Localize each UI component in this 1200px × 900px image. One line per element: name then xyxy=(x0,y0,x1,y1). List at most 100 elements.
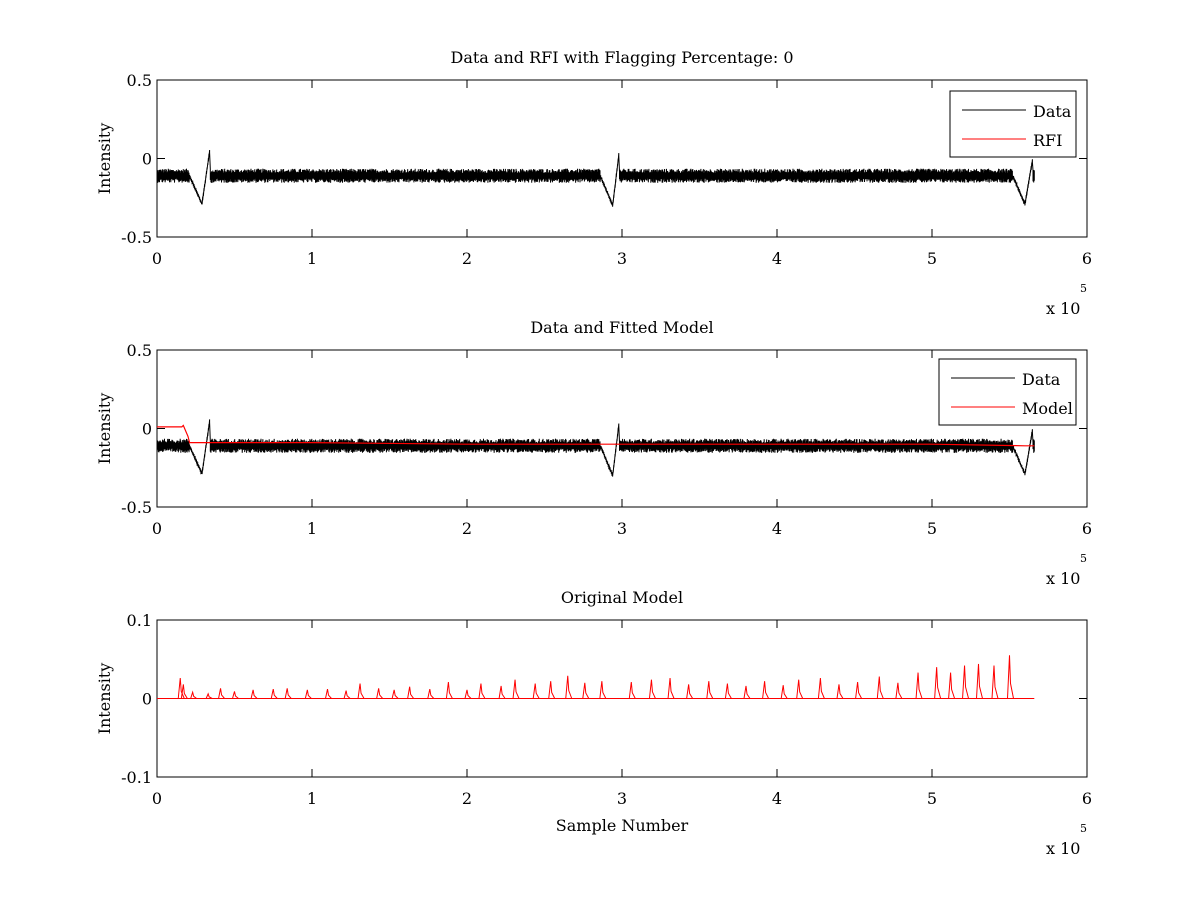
spike xyxy=(686,684,694,699)
spike xyxy=(205,692,213,699)
spike xyxy=(876,676,884,699)
spike xyxy=(304,689,312,699)
series-model-line xyxy=(157,424,1035,447)
spike xyxy=(991,665,999,699)
spike xyxy=(232,691,239,699)
x-tick-label: 2 xyxy=(462,249,472,268)
x-tick-label: 3 xyxy=(617,519,627,538)
x-multiplier-exponent: 5 xyxy=(1080,822,1087,835)
spike xyxy=(407,686,415,699)
y-tick-label: 0 xyxy=(142,150,152,169)
x-multiplier-exponent: 5 xyxy=(1080,552,1087,565)
spike xyxy=(250,689,258,699)
spike xyxy=(724,683,732,699)
x-tick-label: 5 xyxy=(927,249,937,268)
spike xyxy=(180,684,188,699)
x-tick-label: 3 xyxy=(617,789,627,808)
spike xyxy=(948,672,956,699)
spike xyxy=(565,675,573,699)
x-tick-label: 4 xyxy=(772,249,782,268)
x-tick-label: 2 xyxy=(462,519,472,538)
y-axis-label: Intensity xyxy=(95,123,114,195)
x-tick-label: 0 xyxy=(152,789,162,808)
x-multiplier: x 10 xyxy=(1046,839,1080,858)
spike xyxy=(648,679,656,699)
spike xyxy=(780,685,788,699)
x-tick-label: 3 xyxy=(617,249,627,268)
legend-box xyxy=(949,90,1077,158)
spike xyxy=(895,682,903,699)
y-tick-label: -0.5 xyxy=(121,498,152,517)
spike xyxy=(817,678,825,699)
panel-title: Data and RFI with Flagging Percentage: 0 xyxy=(450,48,793,67)
x-multiplier: x 10 xyxy=(1046,569,1080,588)
x-tick-label: 4 xyxy=(772,519,782,538)
y-tick-label: 0.5 xyxy=(127,341,152,360)
y-axis-label: Intensity xyxy=(95,663,114,735)
spike xyxy=(357,683,365,699)
spike xyxy=(391,689,399,699)
spike xyxy=(855,681,863,699)
spike xyxy=(270,688,278,699)
spike xyxy=(190,690,197,699)
y-tick-label: -0.5 xyxy=(121,228,152,247)
spike xyxy=(976,663,983,699)
spike xyxy=(512,679,520,699)
x-tick-label: 0 xyxy=(152,519,162,538)
spike xyxy=(796,679,804,699)
y-axis-label: Intensity xyxy=(95,393,114,465)
panel-title: Data and Fitted Model xyxy=(530,318,713,337)
x-tick-label: 1 xyxy=(307,789,317,808)
axes-frame xyxy=(156,79,1088,238)
legend-label-model: Model xyxy=(1022,399,1073,418)
x-tick-label: 6 xyxy=(1082,519,1092,538)
y-tick-label: 0.5 xyxy=(127,71,152,90)
x-tick-label: 6 xyxy=(1082,789,1092,808)
spike xyxy=(628,681,636,699)
spike xyxy=(582,682,590,699)
legend: Data Model xyxy=(938,358,1077,426)
x-tick-label: 5 xyxy=(927,789,937,808)
y-tick-label: 0 xyxy=(142,420,152,439)
series-data-line xyxy=(156,419,1035,477)
legend-label-data: Data xyxy=(1033,102,1072,121)
spike xyxy=(376,688,384,699)
spike xyxy=(934,667,942,699)
spike xyxy=(532,683,540,699)
spike xyxy=(343,690,351,699)
y-tick-label: -0.1 xyxy=(121,768,152,787)
panel-title: Original Model xyxy=(561,588,683,607)
x-tick-label: 4 xyxy=(772,789,782,808)
x-tick-label: 1 xyxy=(307,249,317,268)
x-tick-label: 5 xyxy=(927,519,937,538)
x-multiplier-exponent: 5 xyxy=(1080,282,1087,295)
spike xyxy=(478,683,486,699)
x-tick-label: 0 xyxy=(152,249,162,268)
spike xyxy=(836,684,844,699)
legend: Data RFI xyxy=(949,90,1077,158)
spike xyxy=(962,665,970,699)
spike xyxy=(1007,655,1014,699)
x-tick-label: 2 xyxy=(462,789,472,808)
spike xyxy=(464,689,472,699)
y-tick-label: 0.1 xyxy=(127,611,152,630)
spike xyxy=(915,672,923,699)
x-tick-label: 1 xyxy=(307,519,317,538)
spike xyxy=(218,688,225,699)
spike xyxy=(445,681,453,699)
series-data-line xyxy=(156,149,1035,207)
spike xyxy=(599,681,607,699)
panel-1: Data and RFI with Flagging Percentage: 0… xyxy=(95,48,1092,318)
spike xyxy=(762,681,770,699)
spike xyxy=(743,685,751,699)
x-multiplier: x 10 xyxy=(1046,299,1080,318)
spike xyxy=(325,688,332,699)
spike xyxy=(667,678,675,699)
legend-label-rfi: RFI xyxy=(1033,131,1062,150)
legend-label-data: Data xyxy=(1022,370,1061,389)
spike xyxy=(284,688,292,699)
spike xyxy=(427,688,435,699)
